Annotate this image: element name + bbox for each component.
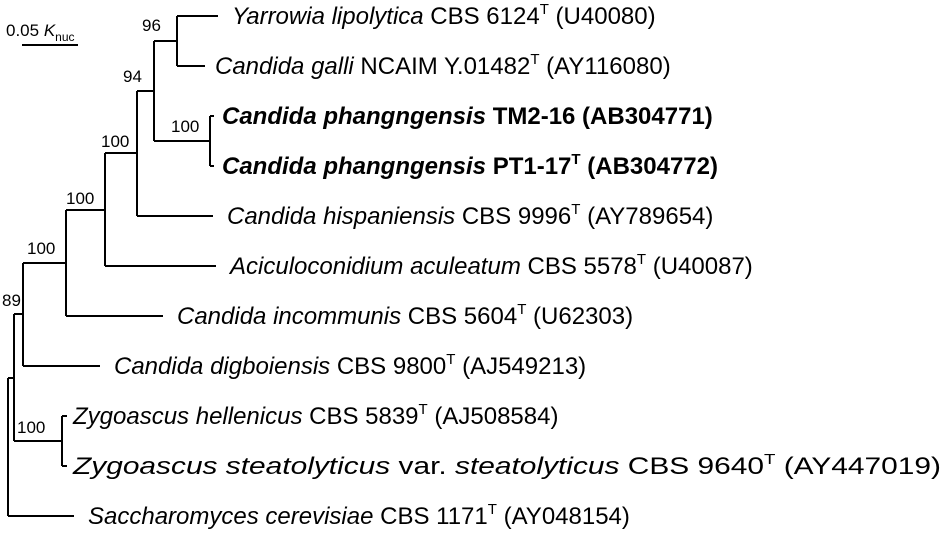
taxon-labels: Yarrowia lipolytica CBS 6124T (U40080) C…	[72, 1, 941, 530]
bootstrap-values: 96 94 100 100 100 100 89 100	[2, 16, 199, 437]
taxon-label-highlight: Candida phangngensis PT1-17T (AB304772)	[222, 151, 718, 180]
taxon-label-highlight: Candida phangngensis TM2-16 (AB304771)	[222, 103, 713, 130]
taxon-label: Aciculoconidium aculeatum CBS 5578T (U40…	[228, 251, 753, 280]
tree-branches	[7, 15, 218, 517]
scale-bar: 0.05 Knuc	[6, 21, 78, 46]
bootstrap-label: 100	[101, 132, 129, 151]
bootstrap-label: 89	[2, 291, 21, 310]
taxon-label: Zygoascus steatolyticus var. steatolytic…	[72, 451, 941, 480]
bootstrap-label: 100	[171, 117, 199, 136]
bootstrap-label: 100	[27, 239, 55, 258]
taxon-label: Candida galli NCAIM Y.01482T (AY116080)	[215, 51, 671, 80]
bootstrap-label: 96	[142, 16, 161, 35]
taxon-label: Saccharomyces cerevisiae CBS 1171T (AY04…	[88, 501, 630, 530]
taxon-label: Candida hispaniensis CBS 9996T (AY789654…	[227, 201, 713, 230]
bootstrap-label: 100	[17, 418, 45, 437]
bootstrap-label: 100	[66, 189, 94, 208]
taxon-label: Yarrowia lipolytica CBS 6124T (U40080)	[232, 1, 656, 30]
taxon-label: Zygoascus hellenicus CBS 5839T (AJ508584…	[72, 401, 558, 430]
bootstrap-label: 94	[123, 67, 142, 86]
scale-bar-label: 0.05 Knuc	[6, 21, 75, 44]
taxon-label: Candida incommunis CBS 5604T (U62303)	[177, 301, 633, 330]
taxon-label: Candida digboiensis CBS 9800T (AJ549213)	[114, 351, 586, 380]
